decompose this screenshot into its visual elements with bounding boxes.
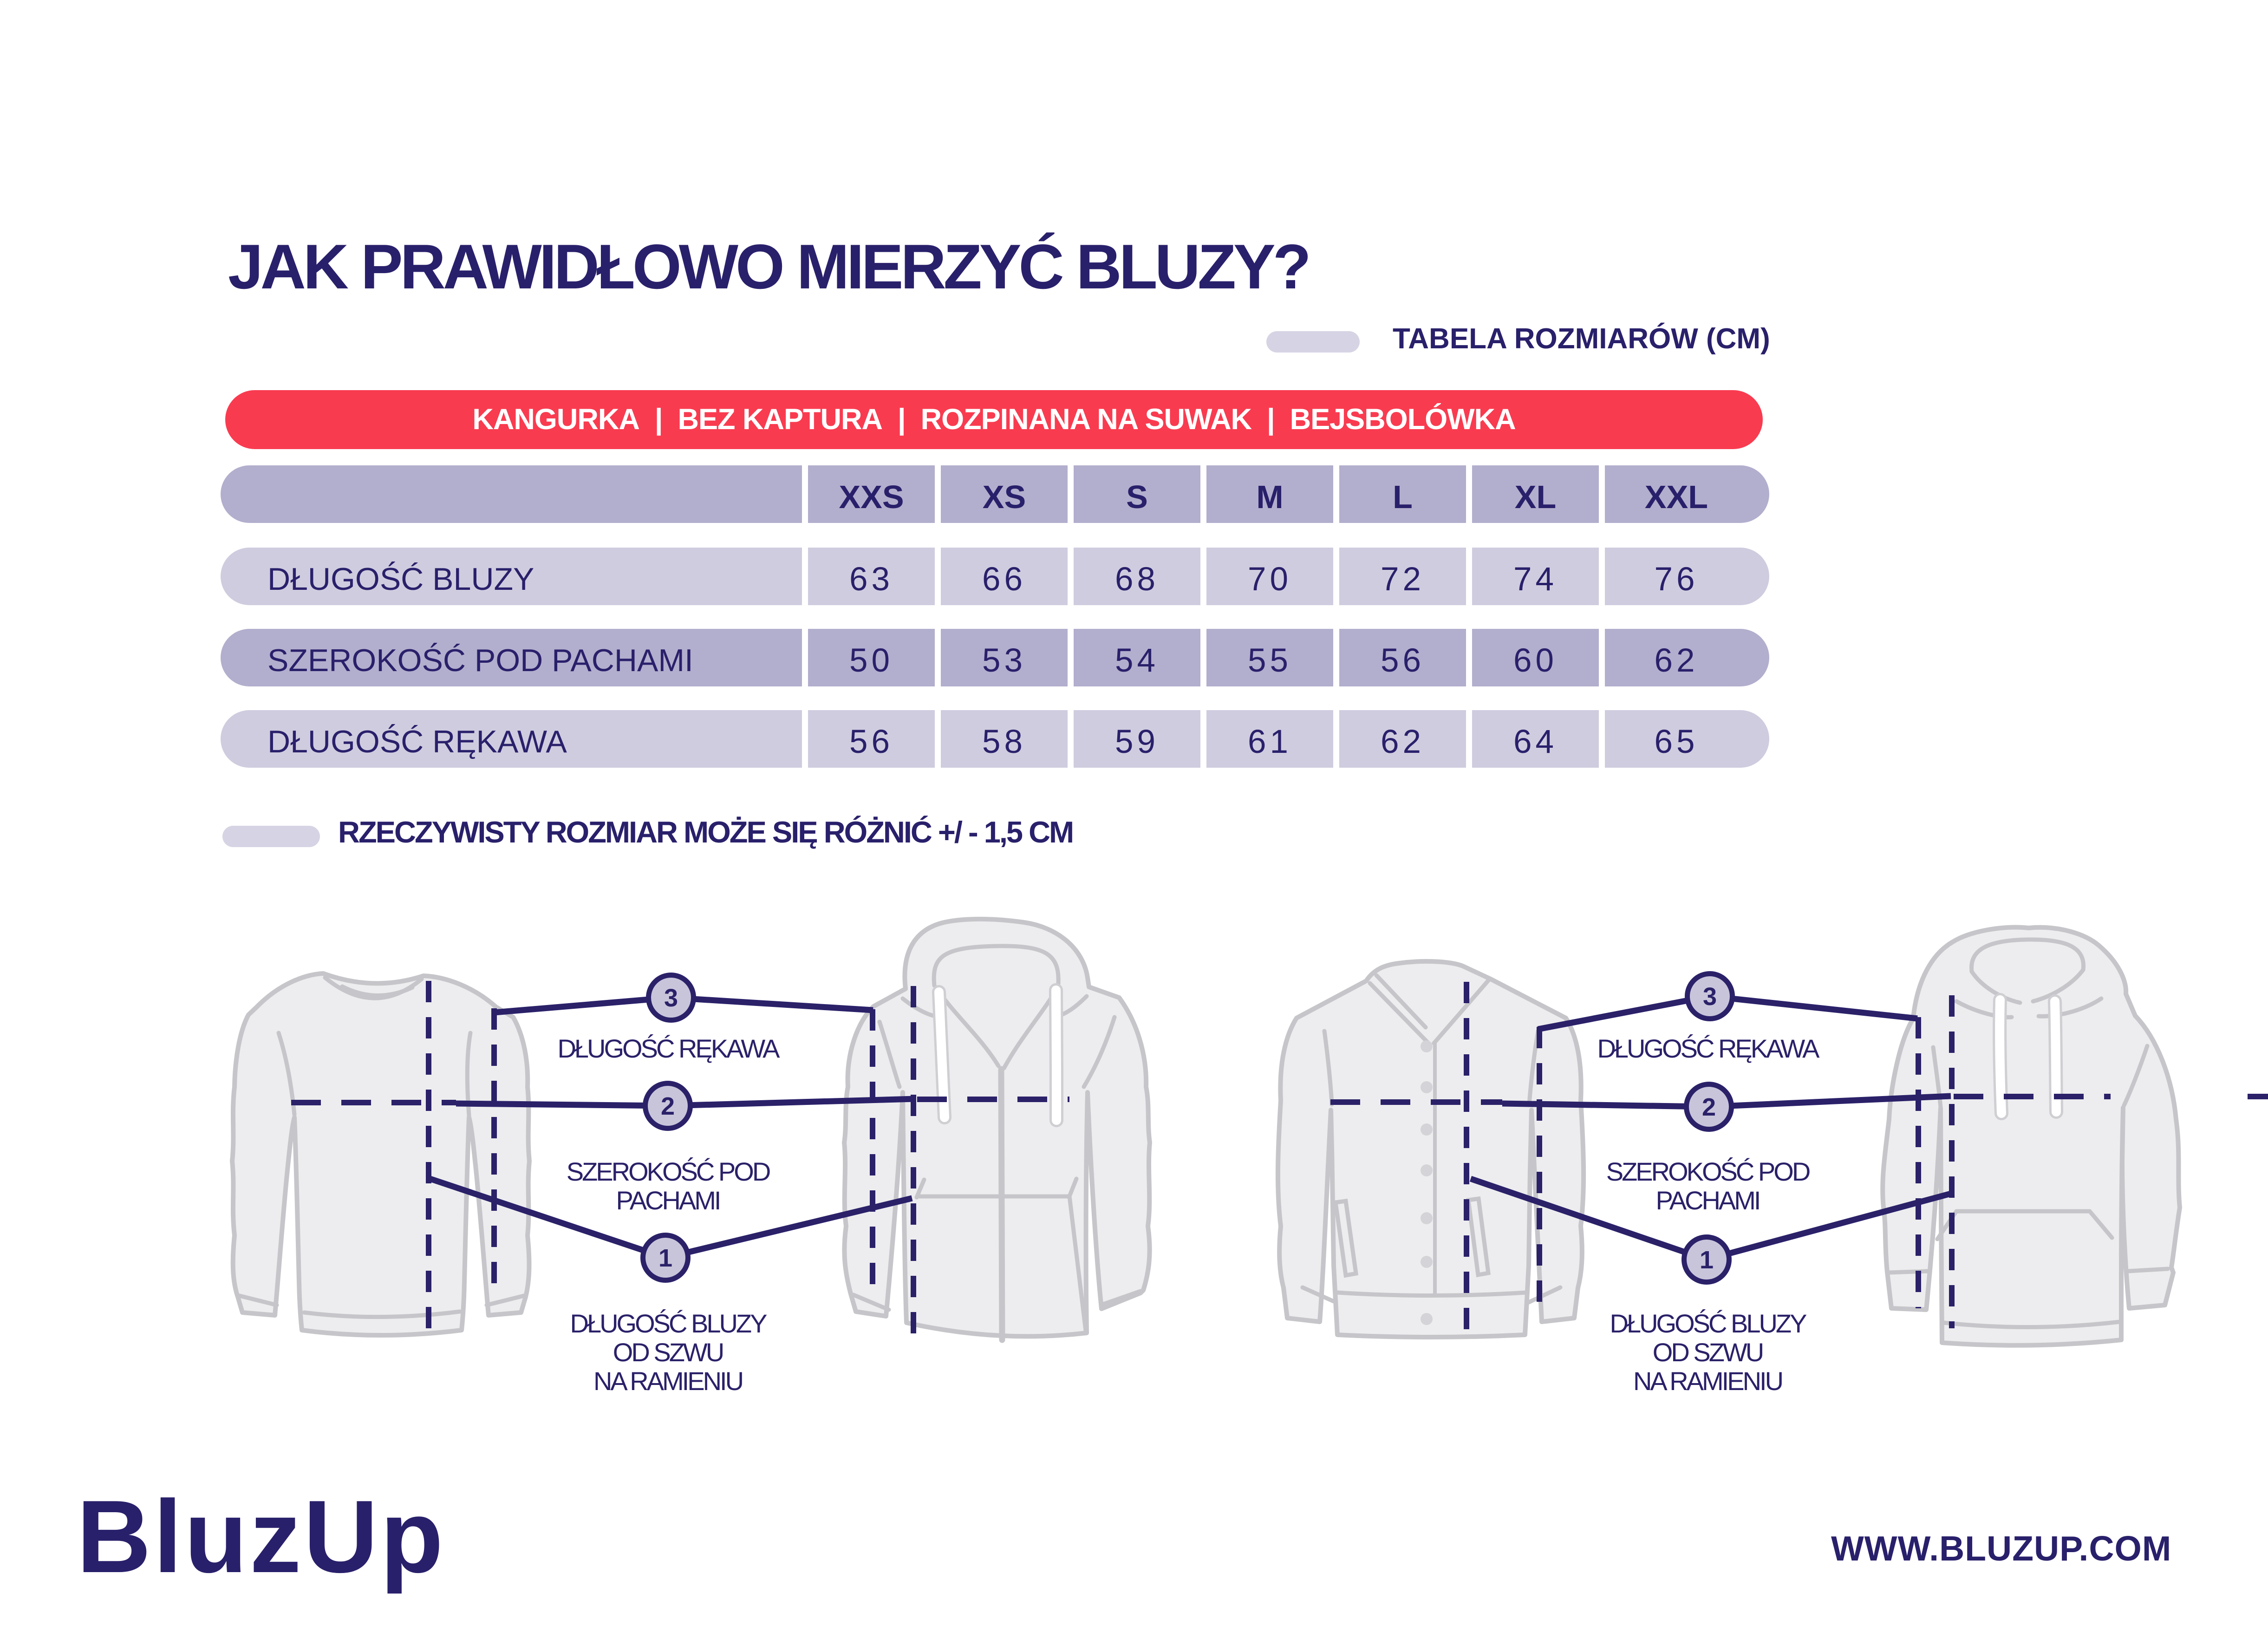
svg-text:3: 3 [1703,983,1717,1011]
svg-text:NA RAMIENIU: NA RAMIENIU [593,1366,743,1396]
svg-text:OD SZWU: OD SZWU [613,1338,723,1367]
svg-text:SZEROKOŚĆ POD: SZEROKOŚĆ POD [567,1157,770,1186]
svg-text:3: 3 [664,984,678,1012]
svg-text:DŁUGOŚĆ BLUZY: DŁUGOŚĆ BLUZY [570,1309,768,1338]
svg-text:OD SZWU: OD SZWU [1653,1338,1763,1367]
svg-text:2: 2 [1702,1093,1716,1121]
svg-text:1: 1 [1700,1246,1714,1274]
svg-text:NA RAMIENIU: NA RAMIENIU [1633,1366,1782,1396]
svg-text:SZEROKOŚĆ POD: SZEROKOŚĆ POD [1606,1157,1810,1186]
svg-text:DŁUGOŚĆ BLUZY: DŁUGOŚĆ BLUZY [1610,1309,1807,1338]
svg-text:PACHAMI: PACHAMI [616,1186,720,1215]
svg-text:DŁUGOŚĆ RĘKAWA: DŁUGOŚĆ RĘKAWA [557,1034,780,1063]
svg-text:2: 2 [661,1092,675,1120]
svg-text:1: 1 [658,1244,672,1272]
svg-text:PACHAMI: PACHAMI [1656,1186,1760,1215]
svg-text:DŁUGOŚĆ RĘKAWA: DŁUGOŚĆ RĘKAWA [1597,1034,1820,1063]
